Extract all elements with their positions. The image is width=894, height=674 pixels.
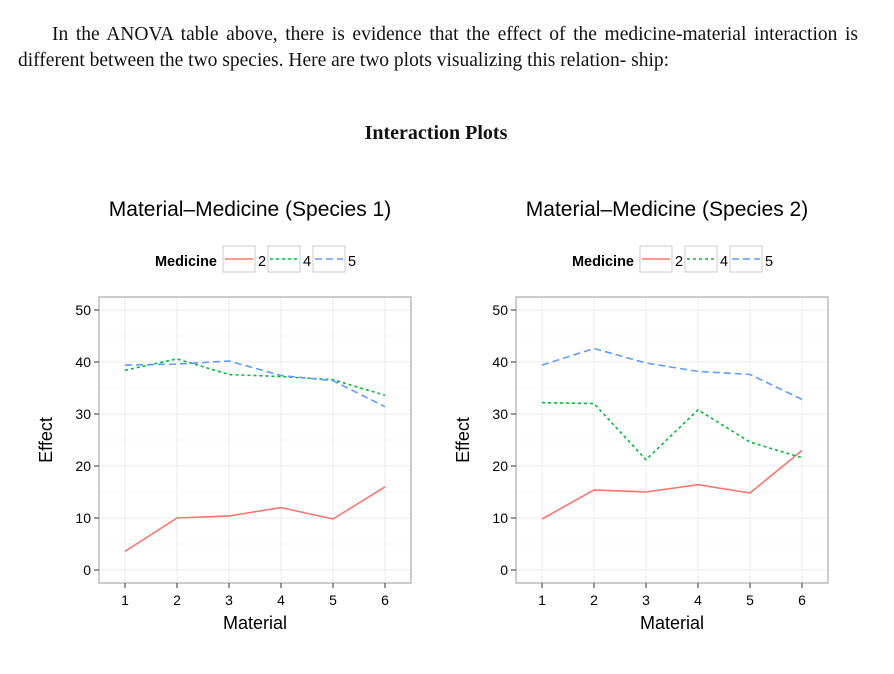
y-tick-label: 40: [75, 354, 91, 370]
chart-species-1: Material–Medicine (Species 1) Medicine 2 4 5…: [36, 198, 412, 633]
legend-label: 4: [720, 254, 728, 270]
x-axis-label: Material: [223, 613, 287, 633]
x-tick-label: 5: [746, 592, 754, 608]
body-paragraph: In the ANOVA table above, there is evide…: [18, 24, 858, 71]
y-tick-label: 30: [492, 406, 508, 422]
series-line-medicine-5: [541, 347, 803, 401]
y-axis-label: Effect: [36, 417, 56, 463]
legend-title: Medicine: [155, 254, 217, 270]
y-tick-label: 10: [492, 510, 508, 526]
legend-label: 5: [348, 254, 356, 270]
y-tick-label: 0: [500, 562, 508, 578]
legend-label: 2: [258, 254, 266, 270]
y-axis-label: Effect: [453, 417, 473, 463]
y-tick-label: 40: [492, 354, 508, 370]
x-tick-label: 4: [694, 592, 702, 608]
legend-label: 2: [675, 254, 683, 270]
y-tick-label: 20: [75, 458, 91, 474]
x-tick-label: 6: [381, 592, 389, 608]
x-axis-label: Material: [640, 613, 704, 633]
panel-border: [515, 296, 829, 584]
chart-title: Material–Medicine (Species 1): [109, 198, 391, 221]
series-line-medicine-5: [124, 360, 386, 408]
x-tick-label: 2: [590, 592, 598, 608]
x-tick-label: 5: [329, 592, 337, 608]
series-line-medicine-4: [124, 358, 386, 397]
y-tick-label: 20: [492, 458, 508, 474]
y-tick-label: 30: [75, 406, 91, 422]
x-tick-label: 1: [538, 592, 546, 608]
section-title: Interaction Plots: [364, 122, 508, 144]
series-line-medicine-2: [124, 486, 386, 552]
y-tick-label: 0: [83, 562, 91, 578]
chart-species-2: Material–Medicine (Species 2) Medicine 2 4 5…: [453, 198, 829, 633]
x-tick-label: 1: [121, 592, 129, 608]
x-tick-label: 6: [798, 592, 806, 608]
x-tick-label: 4: [277, 592, 285, 608]
y-tick-label: 50: [75, 302, 91, 318]
chart-title: Material–Medicine (Species 2): [526, 198, 808, 221]
x-tick-label: 3: [225, 592, 233, 608]
legend-label: 4: [303, 254, 311, 270]
legend-label: 5: [765, 254, 773, 270]
series-line-medicine-4: [541, 401, 803, 461]
legend-title: Medicine: [572, 254, 634, 270]
y-tick-label: 50: [492, 302, 508, 318]
x-tick-label: 2: [173, 592, 181, 608]
panel-border: [98, 296, 412, 584]
series-line-medicine-2: [541, 449, 803, 520]
y-tick-label: 10: [75, 510, 91, 526]
x-tick-label: 3: [642, 592, 650, 608]
